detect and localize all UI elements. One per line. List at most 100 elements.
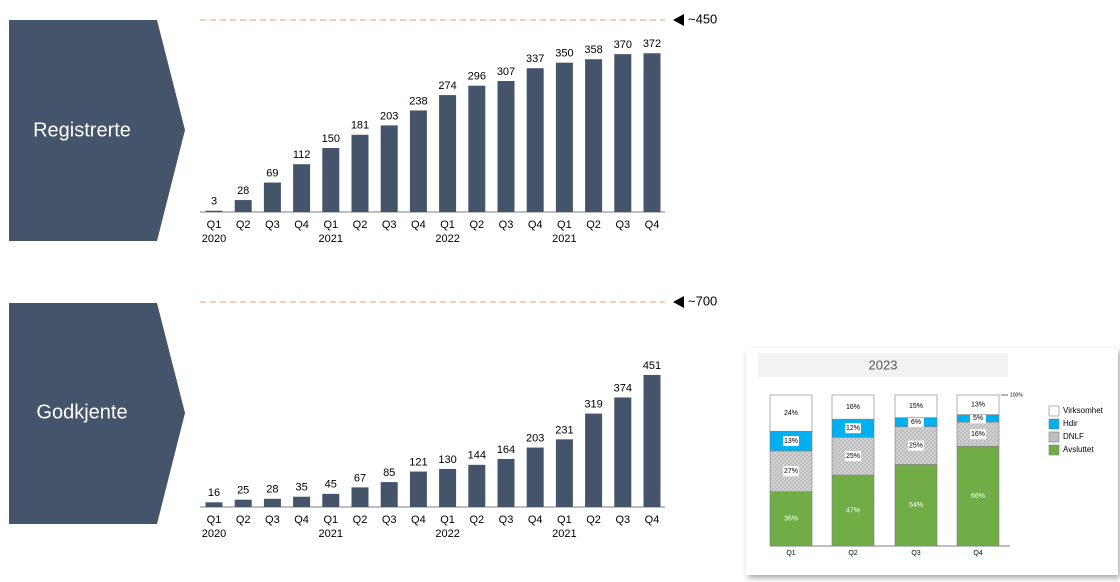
data-label: 319 xyxy=(584,398,602,410)
bar xyxy=(322,493,340,507)
label-chevron xyxy=(9,303,185,524)
bar xyxy=(322,148,340,212)
x-tick-label: Q2 xyxy=(586,219,601,231)
x-tick-label: Q1 xyxy=(557,219,572,231)
data-label: 358 xyxy=(584,44,602,56)
reference-label: ~700 xyxy=(688,293,717,308)
bar xyxy=(555,439,573,507)
bar xyxy=(380,125,398,212)
legend-label: DNLF xyxy=(1063,432,1084,441)
data-label: 25 xyxy=(237,485,249,497)
x-tick-label: Q4 xyxy=(294,219,309,231)
x-tick-label: Q4 xyxy=(645,219,660,231)
legend-label: Avsluttet xyxy=(1063,445,1094,454)
label-box xyxy=(783,436,799,447)
bar xyxy=(205,502,223,507)
data-label: 16% xyxy=(846,404,860,411)
x-tick-label: Q2 xyxy=(848,550,857,557)
data-label: 372 xyxy=(643,38,661,50)
x-tick-label: Q3 xyxy=(265,514,280,526)
x-tick-label: Q3 xyxy=(499,514,514,526)
data-label: 374 xyxy=(614,382,632,394)
data-label: 66% xyxy=(971,493,985,500)
data-label: 150 xyxy=(322,133,340,145)
data-label: 28 xyxy=(237,185,249,197)
data-label: 203 xyxy=(380,110,398,122)
x-tick-label: Q2 xyxy=(236,219,251,231)
x-tick-label: Q3 xyxy=(382,219,397,231)
data-label: 13% xyxy=(784,438,798,445)
data-label: 28 xyxy=(266,484,278,496)
chart-label: Registrerte xyxy=(33,119,131,141)
x-tick-label: Q1 xyxy=(207,514,222,526)
x-tick-label: Q2 xyxy=(353,514,368,526)
data-label: 121 xyxy=(409,456,427,468)
inset-title-bar xyxy=(758,353,1008,377)
bar xyxy=(263,182,281,212)
x-tick-label: Q1 xyxy=(440,219,455,231)
data-label: 181 xyxy=(351,120,369,132)
bar xyxy=(526,68,544,212)
bar xyxy=(526,447,544,507)
bar xyxy=(380,482,398,507)
x-group-label: 2021 xyxy=(552,233,576,245)
bar xyxy=(468,85,486,212)
x-tick-label: Q4 xyxy=(411,514,426,526)
x-tick-label: Q3 xyxy=(265,219,280,231)
bar xyxy=(439,95,457,212)
x-tick-label: Q2 xyxy=(236,514,251,526)
x-tick-label: Q1 xyxy=(207,219,222,231)
x-tick-label: Q4 xyxy=(528,514,543,526)
data-label: 25% xyxy=(909,442,923,449)
data-label: 67 xyxy=(354,472,366,484)
data-label: 45 xyxy=(325,479,337,491)
inset-title: 2023 xyxy=(869,357,898,372)
reference-label: ~450 xyxy=(688,11,717,26)
data-label: 370 xyxy=(614,39,632,51)
label-box xyxy=(970,413,986,424)
bar xyxy=(643,53,661,212)
label-box xyxy=(845,402,861,413)
x-tick-label: Q3 xyxy=(382,514,397,526)
data-label: 35 xyxy=(295,482,307,494)
bar-segment xyxy=(956,446,1000,547)
label-chevron xyxy=(9,20,185,241)
x-tick-label: Q1 xyxy=(786,550,795,557)
data-label: 85 xyxy=(383,467,395,479)
data-label: 25% xyxy=(846,453,860,460)
x-tick-label: Q2 xyxy=(469,219,484,231)
data-label: 3 xyxy=(211,196,217,208)
reference-arrow xyxy=(673,14,684,26)
bar xyxy=(409,471,427,507)
data-label: 337 xyxy=(526,53,544,65)
label-box xyxy=(970,399,986,410)
x-group-label: 2021 xyxy=(319,528,343,540)
bar xyxy=(643,374,661,507)
x-tick-label: Q2 xyxy=(469,514,484,526)
x-tick-label: Q3 xyxy=(911,550,920,557)
x-tick-label: Q3 xyxy=(615,219,630,231)
data-label: 69 xyxy=(266,167,278,179)
legend-swatch xyxy=(1048,444,1060,456)
data-label: 164 xyxy=(497,444,515,456)
data-label: 296 xyxy=(468,71,486,83)
label-box xyxy=(908,417,924,428)
data-label: 112 xyxy=(293,149,311,161)
bar xyxy=(351,134,369,212)
data-label: 15% xyxy=(909,403,923,410)
x-tick-label: Q4 xyxy=(411,219,426,231)
data-label: 47% xyxy=(846,507,860,514)
data-label: 16 xyxy=(208,487,220,499)
bar xyxy=(205,210,223,212)
x-tick-label: Q1 xyxy=(323,514,338,526)
bar xyxy=(497,81,515,212)
data-label: 27% xyxy=(784,468,798,475)
x-tick-label: Q4 xyxy=(528,219,543,231)
x-tick-label: Q1 xyxy=(440,514,455,526)
data-label: 54% xyxy=(909,502,923,509)
bar xyxy=(468,464,486,507)
data-label: 36% xyxy=(784,516,798,523)
x-tick-label: Q2 xyxy=(353,219,368,231)
data-label: 12% xyxy=(846,425,860,432)
